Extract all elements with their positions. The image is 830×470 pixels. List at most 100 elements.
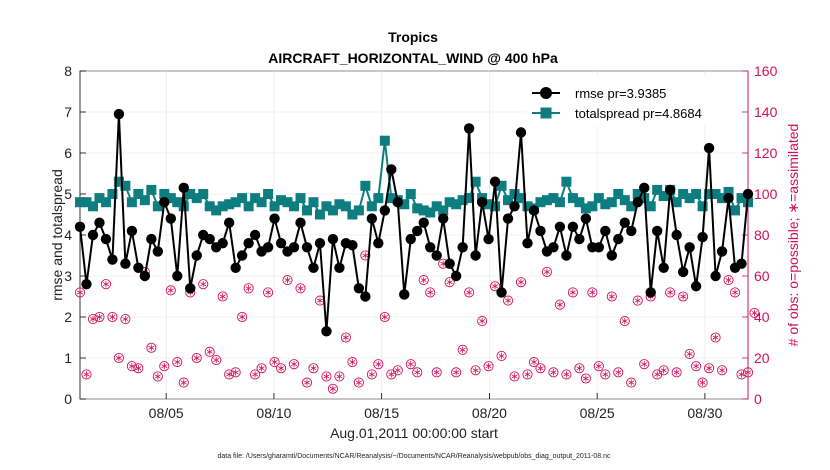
assimilated-point [342,334,349,341]
assimilated-point [673,369,680,376]
totalspread-point [152,201,163,212]
totalspread-point [282,197,293,208]
possible-point [729,287,741,298]
rmse-point [554,221,566,232]
y-axis-right-label: # of obs: o=possible; ∗=assimilated [785,124,801,347]
totalspread-point [133,189,144,199]
possible-point [457,344,468,355]
rmse-point [230,262,241,273]
x-tick-label: 08/25 [580,405,615,421]
possible-point [217,291,228,302]
y-tick-label-left: 5 [64,186,72,202]
assimilated-point [323,373,330,380]
x-axis-label: Aug.01,2011 00:00:00 start [330,425,498,441]
possible-point [684,348,695,359]
assimilated-point [381,313,388,321]
rmse-point [81,279,92,290]
rmse-point [386,164,397,175]
assimilated-point [543,268,550,276]
totalspread-point [554,197,565,208]
assimilated-point [537,365,544,372]
assimilated-point [180,379,187,386]
assimilated-point [745,369,751,376]
totalspread-point [710,189,721,199]
possible-point [509,371,520,382]
chart-subtitle: AIRCRAFT_HORIZONTAL_WIND @ 400 hPa [268,50,558,66]
rmse-point [697,231,708,243]
assimilated-point [96,313,103,321]
assimilated-point [621,317,628,325]
assimilated-point [531,358,537,366]
totalspread-point [243,201,254,212]
rmse-point [191,250,202,261]
chart-title: Tropics [388,29,438,45]
y-tick-label-right: 80 [754,227,770,243]
totalspread-point [165,193,176,204]
possible-point [470,365,481,376]
totalspread-point [503,195,514,206]
assimilated-point [485,363,492,370]
possible-point [749,307,760,318]
assimilated-point [154,373,161,380]
rmse-point [146,233,157,245]
assimilated-point [83,371,90,378]
totalspread-point [470,176,481,187]
totalspread-point [139,195,150,206]
possible-point [515,277,527,288]
assimilated-point [388,371,395,378]
possible-point [554,299,565,310]
rmse-point [133,262,144,273]
rmse-point [366,213,378,224]
rmse-point [522,238,533,249]
totalspread-point [464,193,475,204]
assimilated-point [453,369,460,376]
possible-point [204,346,215,357]
possible-point [451,367,462,378]
possible-point [172,357,183,368]
possible-point [87,313,99,325]
totalspread-point [204,201,215,212]
rmse-point [159,197,170,208]
totalspread-point [321,201,332,212]
possible-point [717,365,728,376]
possible-point [250,369,261,380]
rmse-point [165,213,176,224]
rmse-point [684,242,695,253]
rmse-point [671,229,682,241]
assimilated-point [706,365,713,372]
possible-point [691,361,702,372]
totalspread-point [730,205,741,216]
totalspread-point [347,209,358,220]
assimilated-point [128,363,135,370]
assimilated-point [589,289,596,296]
possible-point [165,285,176,296]
assimilated-point [582,375,589,382]
possible-point [379,311,390,323]
possible-point [275,363,287,374]
totalspread-point [230,197,241,208]
rmse-point [249,229,261,241]
possible-point [522,369,533,380]
totalspread-point [87,201,98,212]
assimilated-point [511,373,518,380]
rmse-point [736,258,747,269]
totalspread-point [691,189,702,199]
rmse-point [94,217,105,228]
assimilated-point [641,360,648,368]
rmse-point [405,233,416,245]
rmse-point [645,287,656,298]
rmse-point [502,213,514,224]
possible-point [301,377,313,388]
possible-point [600,369,611,380]
possible-point [619,316,630,327]
assimilated-point [109,313,116,321]
possible-point [671,367,682,378]
assimilated-point [608,293,615,300]
totalspread-point [198,189,209,199]
assimilated-point [135,365,142,372]
possible-point [742,367,754,378]
rmse-point [476,197,488,208]
rmse-point [450,270,462,282]
rmse-point [431,250,442,261]
rmse-point [392,197,403,208]
